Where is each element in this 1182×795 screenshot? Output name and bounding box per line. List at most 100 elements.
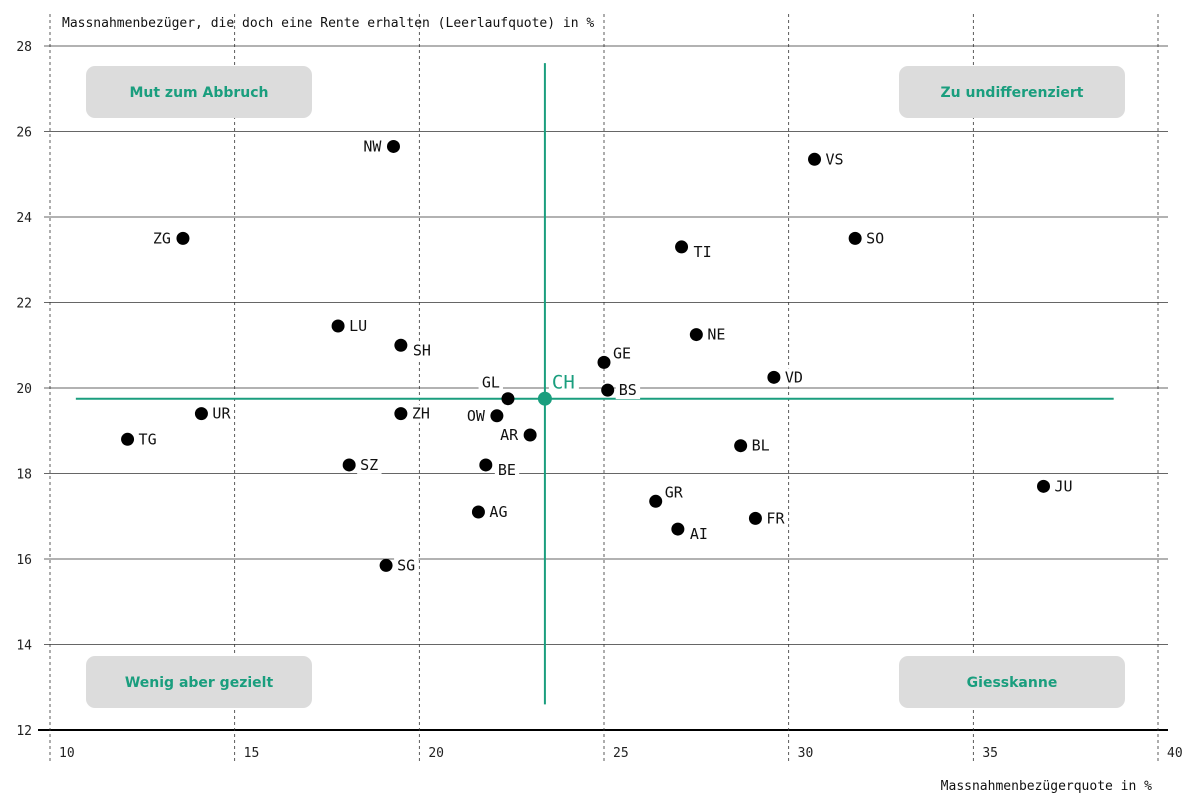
- y-tick-label: 20: [16, 382, 32, 397]
- point-label-bg: [409, 341, 435, 360]
- point-label: ZG: [153, 229, 171, 247]
- point-label-bg: [1051, 477, 1076, 496]
- data-point: [597, 355, 611, 369]
- point-label: SH: [413, 341, 431, 359]
- point-label: ZH: [412, 405, 430, 423]
- point-label-bg: [610, 344, 635, 363]
- data-point: [501, 392, 515, 406]
- quadrant-box: [899, 656, 1125, 708]
- y-tick-label: 24: [16, 211, 32, 226]
- point-label: SZ: [360, 456, 378, 474]
- point-label-bg: [463, 406, 488, 425]
- point-label-bg: [209, 404, 234, 423]
- x-tick-label: 25: [613, 746, 629, 761]
- point-label: VS: [826, 150, 844, 168]
- point-label-bg: [863, 229, 888, 248]
- data-point: [523, 428, 537, 442]
- grid: 12 14 16 18 20 22 24 26 28 10 15 20 25 30 35 40: [16, 14, 1182, 764]
- point-label-bg: [357, 455, 382, 474]
- point-label-bg: [690, 242, 715, 261]
- data-points: NW VS ZG SO TI LU NE SH GE VD BS GL UR ZH OW AR TG BL SZ BE…: [121, 137, 1076, 575]
- data-point: [1037, 479, 1051, 493]
- data-point: [394, 407, 408, 421]
- point-label: UR: [212, 405, 231, 423]
- x-tick-label: 40: [1167, 746, 1182, 761]
- point-label-bg: [704, 325, 729, 344]
- y-tick-label: 16: [16, 553, 32, 568]
- point-label: AR: [500, 426, 519, 444]
- data-point: [471, 505, 485, 519]
- x-tick-label: 15: [244, 746, 260, 761]
- data-point: [490, 409, 504, 423]
- point-label-bg: [763, 509, 788, 528]
- point-label: BE: [498, 461, 516, 479]
- point-label: SO: [866, 229, 884, 247]
- point-label-bg: [494, 460, 520, 479]
- ch-point: [537, 391, 552, 406]
- y-tick-label: 26: [16, 126, 32, 141]
- data-point: [748, 511, 762, 525]
- data-point: [386, 139, 400, 153]
- point-label: SG: [397, 556, 415, 574]
- point-label: FR: [766, 509, 785, 527]
- ch-label: CH: [552, 372, 575, 394]
- point-label: VD: [785, 368, 803, 386]
- point-label-bg: [661, 483, 687, 502]
- point-label-bg: [781, 368, 807, 387]
- data-point: [848, 231, 862, 245]
- data-point: [394, 338, 408, 352]
- point-label: TI: [694, 243, 712, 261]
- point-label: GL: [482, 374, 500, 392]
- point-label-bg: [346, 317, 371, 336]
- y-tick-label: 18: [16, 468, 32, 483]
- quadrant-label: Mut zum Abbruch: [129, 85, 268, 101]
- quadrant-label: Zu undifferenziert: [941, 85, 1084, 101]
- point-label-bg: [149, 229, 174, 248]
- point-label: AG: [489, 503, 507, 521]
- point-label-bg: [394, 556, 419, 575]
- data-point: [689, 328, 703, 342]
- point-label: AI: [690, 525, 708, 543]
- quadrant-box: [86, 66, 312, 118]
- point-label-bg: [686, 525, 712, 544]
- quadrant-box: [86, 656, 312, 708]
- data-point: [479, 458, 493, 472]
- point-label-bg: [748, 436, 774, 455]
- point-label: TG: [139, 430, 157, 448]
- point-label-bg: [135, 430, 160, 449]
- x-tick-label: 10: [59, 746, 75, 761]
- point-label-bg: [478, 373, 503, 392]
- y-tick-label: 28: [16, 40, 32, 55]
- point-label: BS: [619, 381, 637, 399]
- point-label-bg: [486, 502, 511, 521]
- data-point: [671, 522, 685, 536]
- x-tick-label: 20: [428, 746, 444, 761]
- quadrant-label: Wenig aber gezielt: [125, 675, 274, 691]
- point-label: NE: [707, 326, 725, 344]
- point-label-bg: [496, 426, 522, 445]
- reference-lines: [75, 63, 1114, 705]
- x-tick-label: 35: [982, 746, 998, 761]
- data-point: [808, 152, 822, 166]
- x-axis-title: Massnahmenbezügerquote in %: [941, 779, 1152, 794]
- point-label: JU: [1055, 477, 1073, 495]
- y-axis-title: Massnahmenbezüger, die doch eine Rente e…: [62, 16, 594, 31]
- point-label: LU: [349, 317, 367, 335]
- data-point: [194, 407, 208, 421]
- quadrant-boxes: Mut zum Abbruch Zu undifferenziert Wenig a…: [86, 66, 1125, 708]
- point-label: GR: [665, 483, 684, 501]
- data-point: [675, 240, 689, 254]
- y-tick-label: 22: [16, 297, 32, 312]
- data-point: [767, 370, 781, 384]
- point-label: GE: [613, 344, 631, 362]
- point-label-bg: [360, 137, 385, 156]
- point-label: BL: [752, 437, 770, 455]
- data-point: [342, 458, 356, 472]
- point-label-bg: [408, 404, 434, 423]
- data-point: [121, 432, 135, 446]
- data-point: [649, 494, 663, 508]
- point-label-bg: [822, 150, 847, 169]
- data-point: [176, 231, 190, 245]
- point-label-bg: [615, 381, 641, 400]
